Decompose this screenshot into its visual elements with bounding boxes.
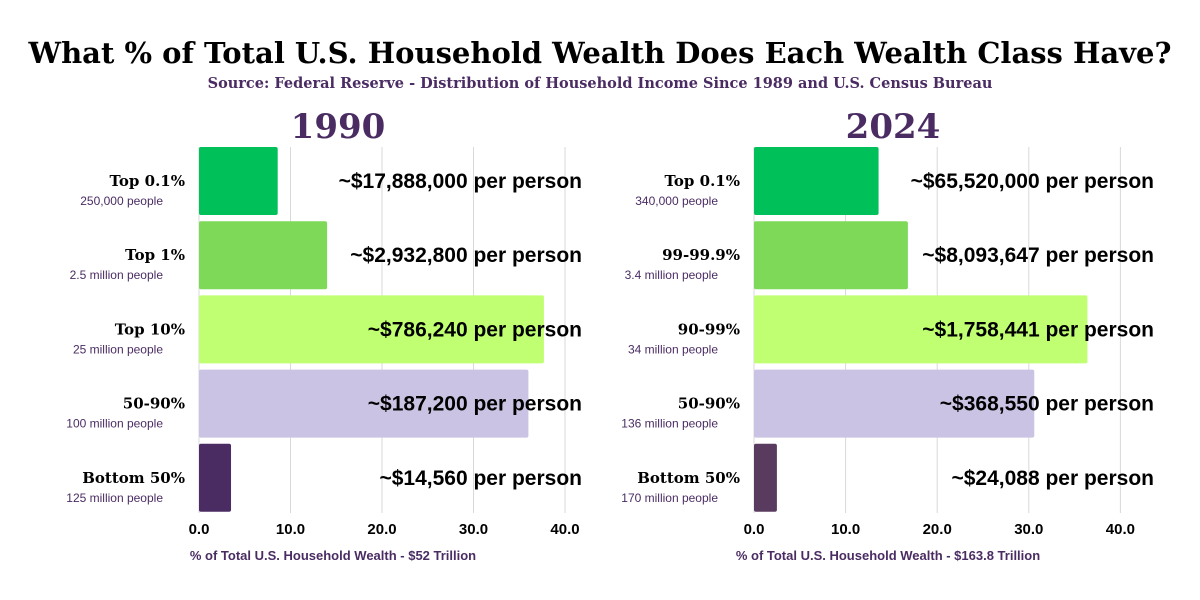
value-label: ~$17,888,000 per person [339, 170, 582, 193]
category-label: Top 0.1% [109, 172, 185, 190]
x-tick-label: 30.0 [459, 521, 488, 538]
population-label: 125 million people [66, 491, 163, 505]
category-label: Top 10% [115, 320, 185, 338]
population-label: 136 million people [621, 417, 718, 431]
category-label: 50-90% [678, 395, 740, 413]
page-title: What % of Total U.S. Household Wealth Do… [28, 36, 1172, 70]
population-label: 100 million people [66, 417, 163, 431]
bar [199, 147, 278, 215]
x-tick-label: 20.0 [923, 521, 952, 538]
x-axis-label: % of Total U.S. Household Wealth - $163.… [736, 548, 1040, 563]
category-label: Bottom 50% [637, 469, 740, 487]
category-label: Top 1% [125, 246, 185, 264]
x-tick-label: 10.0 [831, 521, 860, 538]
bar [754, 443, 777, 512]
category-label: 90-99% [678, 320, 740, 338]
value-label: ~$368,550 per person [940, 393, 1154, 416]
value-label: ~$8,093,647 per person [922, 244, 1154, 267]
value-label: ~$786,240 per person [368, 318, 582, 341]
x-tick-label: 0.0 [189, 521, 210, 538]
population-label: 3.4 million people [625, 268, 719, 282]
x-tick-label: 20.0 [367, 521, 396, 538]
bar [754, 295, 1088, 364]
category-label: 50-90% [123, 395, 185, 413]
population-label: 34 million people [628, 342, 718, 356]
chart-title: 2024 [846, 107, 941, 147]
bar [199, 443, 232, 512]
population-label: 250,000 people [80, 194, 163, 208]
page-subtitle: Source: Federal Reserve - Distribution o… [207, 75, 993, 92]
value-label: ~$1,758,441 per person [922, 318, 1154, 341]
bar [199, 369, 529, 438]
x-tick-label: 0.0 [744, 521, 765, 538]
bar [754, 221, 908, 290]
category-label: 99-99.9% [662, 246, 740, 264]
value-label: ~$14,560 per person [379, 467, 582, 490]
population-label: 340,000 people [635, 194, 718, 208]
x-tick-label: 40.0 [550, 521, 579, 538]
value-label: ~$187,200 per person [368, 393, 582, 416]
value-label: ~$2,932,800 per person [350, 244, 582, 267]
value-label: ~$24,088 per person [951, 467, 1154, 490]
x-tick-label: 40.0 [1106, 521, 1135, 538]
population-label: 2.5 million people [70, 268, 164, 282]
bar [754, 369, 1035, 438]
x-tick-label: 10.0 [276, 521, 305, 538]
value-label: ~$65,520,000 per person [911, 170, 1154, 193]
bar [199, 295, 544, 364]
x-axis-label: % of Total U.S. Household Wealth - $52 T… [190, 548, 476, 563]
chart-title: 1990 [291, 107, 386, 147]
population-label: 170 million people [621, 491, 718, 505]
category-label: Top 0.1% [664, 172, 740, 190]
bar [199, 221, 328, 290]
category-label: Bottom 50% [82, 469, 185, 487]
population-label: 25 million people [73, 342, 163, 356]
x-tick-label: 30.0 [1014, 521, 1043, 538]
bar [754, 147, 879, 215]
